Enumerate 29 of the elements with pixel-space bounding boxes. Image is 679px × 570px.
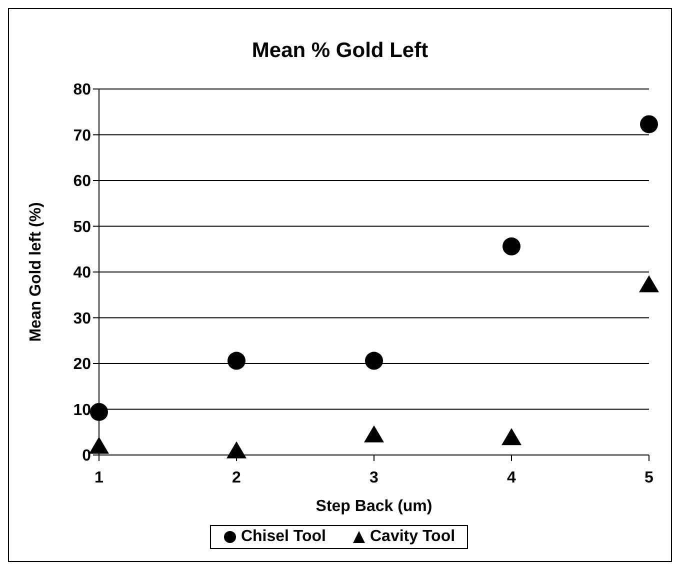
y-axis-title: Mean Gold left (%): [28, 202, 45, 342]
point: [502, 237, 520, 256]
y-tick-label: 70: [73, 127, 92, 144]
y-tick-label: 50: [73, 218, 92, 236]
y-tick-label: 80: [73, 82, 92, 99]
point: [365, 352, 383, 370]
y-tick-label: 20: [73, 356, 92, 374]
y-tick-label: 10: [73, 402, 92, 419]
legend-label: Chisel Tool: [240, 528, 326, 546]
point: [502, 428, 522, 446]
x-tick-label: 1: [94, 469, 104, 486]
y-tick-label: 30: [73, 310, 92, 328]
x-axis-title: Step Back (um): [316, 498, 432, 515]
chart-title: Mean % Gold Left: [250, 39, 430, 63]
point: [226, 441, 246, 458]
point: [364, 425, 384, 442]
point: [639, 275, 659, 292]
point: [89, 436, 109, 454]
y-tick-label: 0: [82, 448, 92, 465]
x-tick-label: 4: [507, 469, 516, 486]
point: [228, 352, 246, 370]
x-tick-label: 2: [232, 469, 242, 486]
legend-label: Cavity Tool: [369, 528, 456, 546]
x-tick-label: 3: [370, 469, 379, 486]
x-tick-label: 5: [644, 469, 654, 486]
y-tick-label: 60: [73, 173, 92, 190]
point: [640, 115, 658, 134]
y-tick-label: 40: [73, 264, 92, 282]
point: [90, 402, 108, 421]
